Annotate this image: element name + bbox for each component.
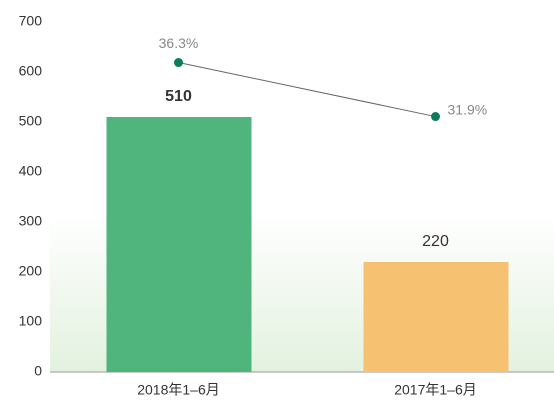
x-tick-label: 2018年1–6月 — [137, 382, 220, 398]
value-label: 220 — [422, 233, 449, 250]
bar — [363, 262, 509, 372]
y-tick-label: 700 — [19, 13, 43, 29]
y-tick-label: 0 — [34, 363, 42, 379]
y-tick-label: 100 — [19, 313, 43, 329]
line-marker — [431, 112, 440, 122]
line-marker — [174, 58, 183, 68]
y-tick-label: 200 — [19, 263, 43, 279]
value-label: 510 — [165, 88, 192, 105]
y-tick-label: 600 — [19, 63, 43, 79]
y-tick-label: 400 — [19, 163, 43, 179]
y-tick-label: 500 — [19, 113, 43, 129]
line — [178, 62, 436, 118]
x-tick-label: 2017年1–6月 — [394, 382, 477, 398]
bar — [106, 117, 252, 372]
line-value-label: 36.3% — [159, 35, 199, 51]
line-value-label: 31.9% — [448, 101, 488, 117]
y-tick-label: 300 — [19, 213, 43, 229]
